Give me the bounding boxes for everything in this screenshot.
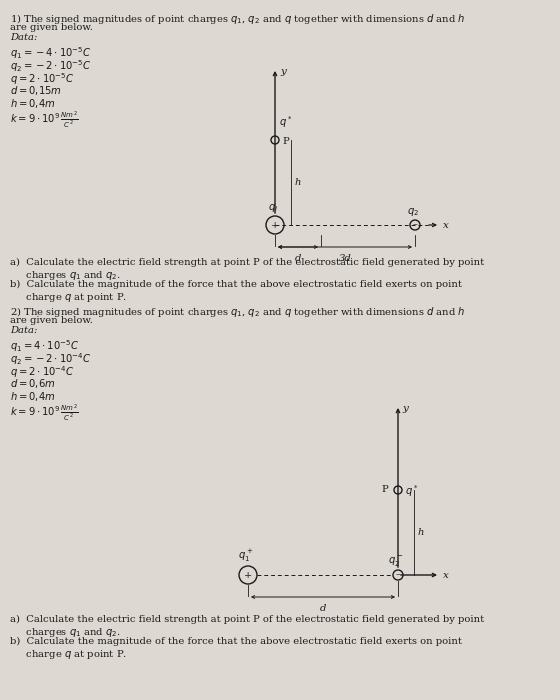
- Text: b)  Calculate the magnitude of the force that the above electrostatic field exer: b) Calculate the magnitude of the force …: [10, 280, 462, 289]
- Text: +: +: [244, 570, 252, 580]
- Text: $q^*$: $q^*$: [405, 483, 418, 499]
- Text: $q_2 = -2 \cdot 10^{-4}C$: $q_2 = -2 \cdot 10^{-4}C$: [10, 351, 91, 367]
- Text: 2) The signed magnitudes of point charges $q_1$, $q_2$ and $q$ together with dim: 2) The signed magnitudes of point charge…: [10, 305, 465, 319]
- Text: Data:: Data:: [10, 33, 38, 42]
- Text: b)  Calculate the magnitude of the force that the above electrostatic field exer: b) Calculate the magnitude of the force …: [10, 637, 462, 646]
- Text: $q_2^-$: $q_2^-$: [388, 554, 404, 568]
- Text: $d = 0{,}15m$: $d = 0{,}15m$: [10, 84, 62, 97]
- Text: x: x: [443, 571, 449, 580]
- Text: –: –: [413, 220, 417, 230]
- Text: $d = 0{,}6m$: $d = 0{,}6m$: [10, 377, 55, 390]
- Text: $k = 9 \cdot 10^9 \, \frac{Nm^2}{C^2}$: $k = 9 \cdot 10^9 \, \frac{Nm^2}{C^2}$: [10, 110, 78, 131]
- Text: $q_i$: $q_i$: [268, 202, 278, 214]
- Text: P: P: [282, 136, 289, 146]
- Text: $q_1 = 4 \cdot 10^{-5}C$: $q_1 = 4 \cdot 10^{-5}C$: [10, 338, 79, 354]
- Text: charge $q$ at point P.: charge $q$ at point P.: [10, 648, 127, 661]
- Text: a)  Calculate the electric field strength at point P of the electrostatic field : a) Calculate the electric field strength…: [10, 258, 484, 267]
- Text: $q_2 = -2 \cdot 10^{-5}C$: $q_2 = -2 \cdot 10^{-5}C$: [10, 58, 91, 74]
- Text: 1) The signed magnitudes of point charges $q_1$, $q_2$ and $q$ together with dim: 1) The signed magnitudes of point charge…: [10, 12, 465, 26]
- Text: $q^*$: $q^*$: [279, 114, 292, 130]
- Text: $q_1 = -4 \cdot 10^{-5}C$: $q_1 = -4 \cdot 10^{-5}C$: [10, 45, 91, 61]
- Text: charges $q_1$ and $q_2$.: charges $q_1$ and $q_2$.: [10, 626, 121, 639]
- Text: d: d: [320, 604, 326, 613]
- Text: –: –: [395, 570, 400, 580]
- Text: P: P: [381, 484, 388, 494]
- Text: y: y: [402, 404, 408, 413]
- Text: +: +: [271, 220, 279, 230]
- Text: 3d: 3d: [339, 254, 351, 263]
- Text: a)  Calculate the electric field strength at point P of the electrostatic field : a) Calculate the electric field strength…: [10, 615, 484, 624]
- Text: charges $q_1$ and $q_2$.: charges $q_1$ and $q_2$.: [10, 269, 121, 282]
- Text: $k = 9 \cdot 10^9 \, \frac{Nm^2}{C^2}$: $k = 9 \cdot 10^9 \, \frac{Nm^2}{C^2}$: [10, 403, 78, 424]
- Text: $q_1^+$: $q_1^+$: [239, 548, 254, 564]
- Text: are given below.: are given below.: [10, 23, 93, 32]
- Text: $h = 0{,}4m$: $h = 0{,}4m$: [10, 390, 55, 403]
- Text: $q = 2 \cdot 10^{-4}C$: $q = 2 \cdot 10^{-4}C$: [10, 364, 74, 380]
- Text: h: h: [418, 528, 424, 537]
- Text: y: y: [280, 67, 286, 76]
- Text: x: x: [443, 221, 449, 230]
- Text: d: d: [295, 254, 301, 263]
- Text: $q = 2 \cdot 10^{-5}C$: $q = 2 \cdot 10^{-5}C$: [10, 71, 74, 87]
- Text: $h = 0{,}4m$: $h = 0{,}4m$: [10, 97, 55, 110]
- Text: are given below.: are given below.: [10, 316, 93, 325]
- Text: $q_2$: $q_2$: [407, 206, 419, 218]
- Text: charge $q$ at point P.: charge $q$ at point P.: [10, 291, 127, 304]
- Text: h: h: [295, 178, 301, 187]
- Text: Data:: Data:: [10, 326, 38, 335]
